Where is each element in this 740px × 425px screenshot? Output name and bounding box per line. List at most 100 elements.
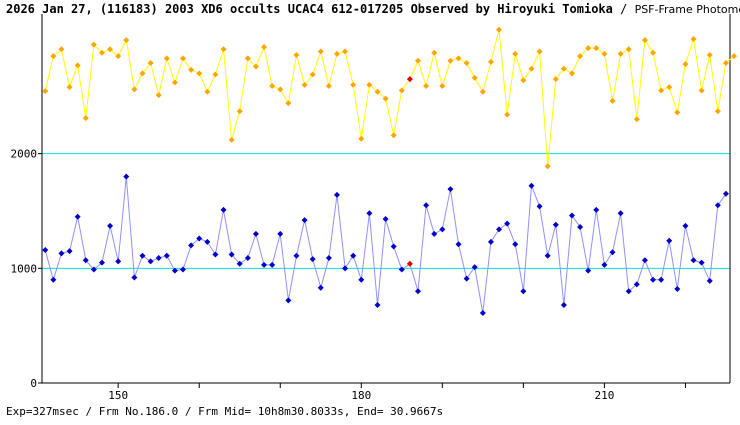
data-point-target	[236, 260, 243, 267]
data-point-target	[714, 202, 721, 209]
data-point-target	[528, 182, 535, 189]
chart-title-method: PSF-Frame Photometry /	[634, 3, 740, 16]
data-point-comparison	[277, 86, 284, 93]
x-tick-label: 210	[594, 389, 614, 402]
x-tick-label: 150	[108, 389, 128, 402]
y-tick-label: 2000	[11, 148, 38, 161]
data-point-target	[66, 248, 73, 255]
data-point-target	[520, 288, 527, 295]
data-point-target	[212, 251, 219, 258]
chart-title-separator: /	[612, 2, 635, 16]
data-point-comparison	[74, 62, 81, 69]
footer-separator: /	[78, 405, 99, 418]
series-line-target	[44, 176, 727, 314]
y-tick-label: 0	[30, 377, 37, 390]
data-point-comparison	[690, 35, 697, 42]
data-point-comparison	[107, 46, 114, 53]
data-point-comparison	[609, 97, 616, 104]
data-point-target	[171, 267, 178, 274]
series-target	[42, 173, 729, 317]
highlight-point-comparison	[406, 76, 413, 83]
exposure-text: Exp=327msec	[6, 405, 79, 418]
data-point-target	[496, 226, 503, 233]
data-point-comparison	[212, 71, 219, 78]
data-point-target	[82, 257, 89, 264]
data-point-comparison	[714, 108, 721, 115]
data-point-comparison	[682, 61, 689, 68]
data-point-comparison	[261, 43, 268, 50]
data-point-target	[42, 246, 49, 253]
data-point-comparison	[50, 53, 57, 60]
data-point-comparison	[439, 82, 446, 89]
data-point-comparison	[115, 53, 122, 60]
data-point-target	[180, 266, 187, 273]
data-point-comparison	[366, 81, 373, 88]
data-point-target	[123, 173, 130, 180]
data-point-comparison	[350, 81, 357, 88]
reference-lines	[42, 153, 730, 269]
data-point-comparison	[42, 88, 49, 95]
data-point-comparison	[658, 87, 665, 94]
data-point-target	[512, 241, 519, 248]
data-point-comparison	[544, 163, 551, 170]
data-point-target	[301, 217, 308, 224]
data-point-comparison	[471, 74, 478, 81]
data-point-comparison	[666, 84, 673, 91]
data-point-comparison	[196, 70, 203, 77]
data-point-comparison	[220, 46, 227, 53]
data-point-target	[593, 206, 600, 213]
data-point-target	[317, 284, 324, 291]
data-point-comparison	[252, 63, 259, 70]
frame-mid-text: Frm Mid= 10h8m30.8033s,	[198, 405, 351, 418]
data-point-comparison	[309, 71, 316, 78]
data-point-comparison	[674, 109, 681, 116]
data-point-comparison	[293, 51, 300, 58]
chart-title: 2026 Jan 27, (116183) 2003 XD6 occults U…	[6, 2, 740, 16]
data-point-comparison	[633, 116, 640, 123]
data-point-comparison	[577, 53, 584, 60]
data-point-target	[641, 257, 648, 264]
data-point-comparison	[188, 66, 195, 73]
data-point-target	[471, 264, 478, 271]
chart-axes: 0 1000 2000 150 180 210	[11, 14, 731, 402]
data-point-target	[269, 261, 276, 268]
data-point-comparison	[244, 55, 251, 62]
data-point-target	[293, 252, 300, 259]
data-point-target	[415, 288, 422, 295]
data-point-comparison	[496, 26, 503, 33]
data-point-target	[674, 285, 681, 292]
data-point-target	[625, 288, 632, 295]
data-point-target	[568, 212, 575, 219]
data-point-target	[196, 235, 203, 242]
data-point-target	[147, 258, 154, 265]
data-point-comparison	[585, 45, 592, 52]
data-point-comparison	[301, 81, 308, 88]
data-point-target	[58, 250, 65, 257]
data-point-comparison	[317, 48, 324, 55]
frame-end-text: End= 30.9667s	[357, 405, 444, 418]
data-point-target	[261, 261, 268, 268]
data-point-comparison	[641, 37, 648, 44]
data-point-comparison	[650, 49, 657, 56]
data-point-target	[277, 230, 284, 237]
data-point-comparison	[625, 46, 632, 53]
data-point-comparison	[90, 41, 97, 48]
footer-separator: /	[178, 405, 199, 418]
series-layer	[42, 26, 738, 317]
data-point-comparison	[325, 82, 332, 89]
data-point-comparison	[228, 136, 235, 143]
data-point-comparison	[180, 55, 187, 62]
frame-info-footer: Exp=327msec / Frm No.186.0 / Frm Mid= 10…	[6, 405, 443, 418]
data-point-target	[139, 252, 146, 259]
data-point-target	[560, 302, 567, 309]
data-point-comparison	[617, 50, 624, 57]
data-point-comparison	[131, 86, 138, 93]
data-point-comparison	[236, 108, 243, 115]
chart-title-main: 2026 Jan 27, (116183) 2003 XD6 occults U…	[6, 2, 613, 16]
data-point-comparison	[431, 49, 438, 56]
data-point-comparison	[171, 79, 178, 86]
data-point-target	[50, 276, 57, 283]
data-point-target	[536, 203, 543, 210]
data-point-target	[220, 206, 227, 213]
data-point-comparison	[163, 55, 170, 62]
